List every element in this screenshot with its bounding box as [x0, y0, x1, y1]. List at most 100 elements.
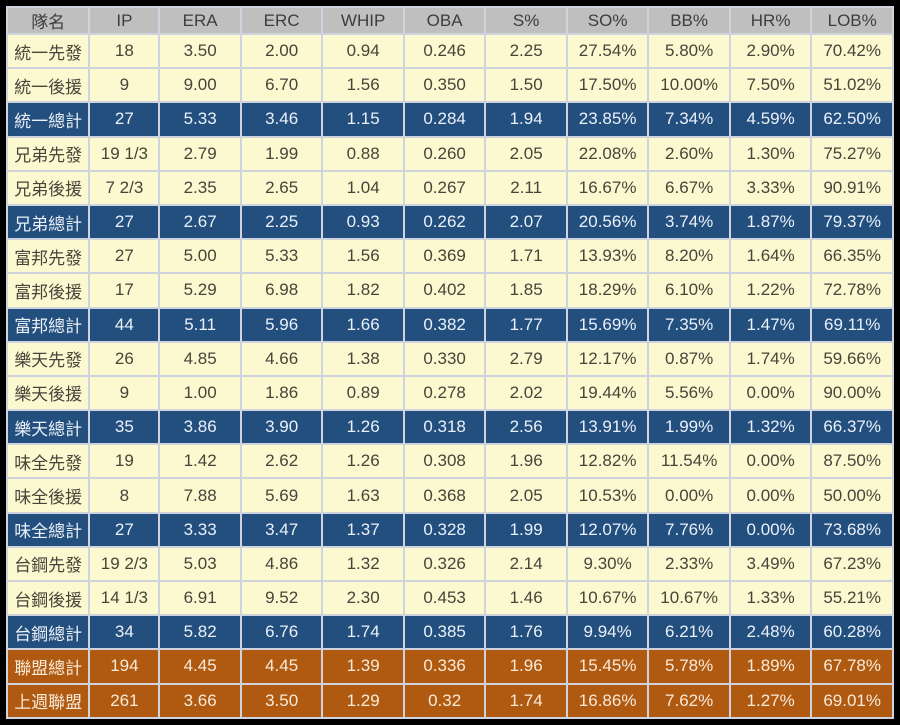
stat-cell: 34	[88, 614, 161, 651]
stat-cell: 23.85%	[565, 101, 650, 138]
column-header-1: IP	[88, 6, 161, 35]
stat-cell: 194	[88, 648, 161, 685]
row-label: 台鋼先發	[5, 545, 91, 583]
stat-cell: 7.35%	[647, 306, 731, 343]
stat-cell: 15.45%	[565, 648, 650, 685]
stat-cell: 2.67	[158, 203, 242, 241]
stat-cell: 16.67%	[565, 169, 650, 206]
stat-cell: 60.28%	[810, 614, 894, 651]
row-label: 統一先發	[5, 32, 91, 70]
stat-cell: 13.91%	[565, 409, 650, 446]
stat-cell: 1.42	[158, 443, 242, 480]
stat-cell: 72.78%	[810, 272, 894, 309]
row-label: 富邦總計	[5, 306, 91, 343]
stat-cell: 59.66%	[810, 340, 894, 377]
row-label: 富邦先發	[5, 238, 91, 275]
row-label: 台鋼總計	[5, 614, 91, 651]
stat-cell: 5.00	[158, 238, 242, 275]
stat-cell: 5.69	[239, 477, 324, 514]
stat-cell: 0.330	[402, 340, 487, 377]
row-label: 統一後援	[5, 67, 91, 104]
stat-cell: 17	[88, 272, 161, 309]
row-label: 上週聯盟	[5, 682, 91, 720]
stat-cell: 0.94	[321, 32, 405, 70]
stat-cell: 0.88	[321, 135, 405, 172]
row-label: 統一總計	[5, 101, 91, 138]
stat-cell: 50.00%	[810, 477, 894, 514]
stat-cell: 0.32	[402, 682, 487, 720]
row-label: 味全總計	[5, 511, 91, 548]
stat-cell: 16.86%	[565, 682, 650, 720]
stat-cell: 1.26	[321, 443, 405, 480]
row-label: 樂天總計	[5, 409, 91, 446]
stat-cell: 1.77	[484, 306, 568, 343]
stat-cell: 0.260	[402, 135, 487, 172]
stat-cell: 1.63	[321, 477, 405, 514]
stat-cell: 2.11	[484, 169, 568, 206]
stat-cell: 75.27%	[810, 135, 894, 172]
stat-cell: 3.33%	[728, 169, 813, 206]
stat-cell: 1.94	[484, 101, 568, 138]
stat-cell: 14 1/3	[88, 579, 161, 617]
stat-cell: 27	[88, 101, 161, 138]
stat-cell: 1.32	[321, 545, 405, 583]
row-label: 兄弟後援	[5, 169, 91, 206]
stat-cell: 0.350	[402, 67, 487, 104]
stat-cell: 19	[88, 443, 161, 480]
stat-cell: 55.21%	[810, 579, 894, 617]
stat-cell: 5.80%	[647, 32, 731, 70]
column-header-8: BB%	[647, 6, 731, 35]
stat-cell: 0.385	[402, 614, 487, 651]
stat-cell: 19 1/3	[88, 135, 161, 172]
stat-cell: 6.10%	[647, 272, 731, 309]
stat-cell: 4.45	[239, 648, 324, 685]
stat-cell: 2.05	[484, 477, 568, 514]
stat-cell: 0.382	[402, 306, 487, 343]
stat-cell: 1.46	[484, 579, 568, 617]
stat-cell: 2.56	[484, 409, 568, 446]
stat-cell: 44	[88, 306, 161, 343]
stat-cell: 1.66	[321, 306, 405, 343]
stat-cell: 5.82	[158, 614, 242, 651]
stat-cell: 3.50	[239, 682, 324, 720]
stat-cell: 90.91%	[810, 169, 894, 206]
stat-cell: 1.82	[321, 272, 405, 309]
stat-cell: 1.99	[239, 135, 324, 172]
stat-cell: 3.50	[158, 32, 242, 70]
stat-cell: 2.65	[239, 169, 324, 206]
table-row: 統一後援 9 9.00 6.70 1.56 0.350 1.50 17.50% 10.00% 7.…	[5, 67, 894, 104]
stat-cell: 9.00	[158, 67, 242, 104]
stat-cell: 1.99	[484, 511, 568, 548]
stat-cell: 1.38	[321, 340, 405, 377]
stat-cell: 1.56	[321, 67, 405, 104]
table-row: 樂天總計 35 3.86 3.90 1.26 0.318 2.56 13.91% 1.99% 1.…	[5, 409, 894, 446]
stat-cell: 3.86	[158, 409, 242, 446]
stat-cell: 4.86	[239, 545, 324, 583]
stat-cell: 1.00	[158, 374, 242, 412]
stat-cell: 4.45	[158, 648, 242, 685]
stat-cell: 0.89	[321, 374, 405, 412]
stat-cell: 2.25	[239, 203, 324, 241]
row-label: 富邦後援	[5, 272, 91, 309]
stat-cell: 2.00	[239, 32, 324, 70]
table-row: 統一總計 27 5.33 3.46 1.15 0.284 1.94 23.85% 7.34% 4.…	[5, 101, 894, 138]
row-label: 兄弟先發	[5, 135, 91, 172]
stat-cell: 7.34%	[647, 101, 731, 138]
stat-cell: 8	[88, 477, 161, 514]
stat-cell: 67.23%	[810, 545, 894, 583]
stat-cell: 1.89%	[728, 648, 813, 685]
stat-cell: 66.37%	[810, 409, 894, 446]
stat-cell: 27	[88, 203, 161, 241]
stat-cell: 10.53%	[565, 477, 650, 514]
table-body: 統一先發 18 3.50 2.00 0.94 0.246 2.25 27.54% 5.80% 2.…	[5, 32, 894, 720]
stat-cell: 27	[88, 511, 161, 548]
stat-cell: 1.74%	[728, 340, 813, 377]
stat-cell: 4.85	[158, 340, 242, 377]
stat-cell: 6.70	[239, 67, 324, 104]
stat-cell: 2.07	[484, 203, 568, 241]
stat-cell: 4.66	[239, 340, 324, 377]
stat-cell: 12.82%	[565, 443, 650, 480]
stat-cell: 6.91	[158, 579, 242, 617]
stat-cell: 2.79	[484, 340, 568, 377]
